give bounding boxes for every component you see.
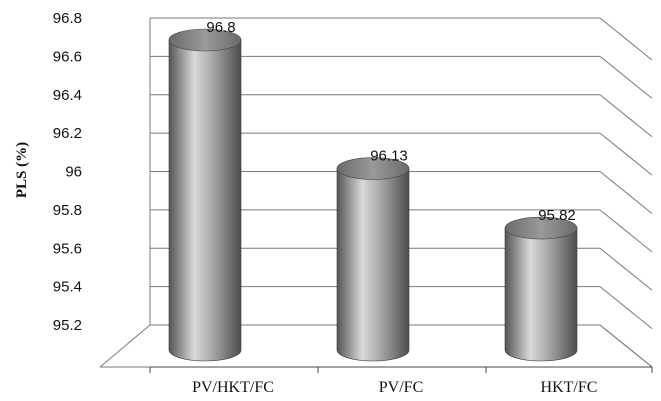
y-tick-label: 96.8 <box>53 10 82 27</box>
bar <box>168 28 242 362</box>
bar <box>504 216 578 362</box>
y-tick-label: 96.6 <box>53 48 82 65</box>
y-tick-label: 95.6 <box>53 240 82 257</box>
gridline-side <box>599 286 653 330</box>
gridline-side <box>599 247 653 291</box>
y-tick-label: 95.2 <box>53 317 82 334</box>
y-tick-label: 96 <box>65 164 82 181</box>
data-label: 96.13 <box>370 148 408 165</box>
category-label: PV/HKT/FC <box>192 379 274 396</box>
gridline-side <box>599 132 653 176</box>
gridline-side <box>599 171 653 214</box>
y-tick-label: 95.4 <box>53 279 82 296</box>
y-axis-title: PLS (%) <box>14 142 30 198</box>
category-label: HKT/FC <box>541 379 598 396</box>
y-tick-label: 96.2 <box>53 125 82 142</box>
y-tick-label: 95.8 <box>53 202 82 219</box>
gridline-side <box>599 209 653 253</box>
data-label: 95.82 <box>538 207 576 224</box>
y-axis-ticks: 95.2 95.4 95.6 95.8 96 96.2 96.4 96.6 96.8 <box>53 10 82 334</box>
y-tick-label: 96.4 <box>53 87 82 104</box>
data-label: 96.8 <box>206 19 235 36</box>
category-label: PV/FC <box>379 379 423 396</box>
x-axis-categories: PV/HKT/FC PV/FC HKT/FC <box>149 366 653 396</box>
gridline-side <box>599 17 653 61</box>
bars <box>168 28 578 362</box>
gridline-side <box>599 94 653 138</box>
floor-left-edge <box>99 324 151 368</box>
floor-right-edge <box>599 324 653 368</box>
data-labels: 96.8 96.13 95.82 <box>206 19 575 224</box>
bar <box>336 157 410 362</box>
gridline-side <box>599 55 653 99</box>
